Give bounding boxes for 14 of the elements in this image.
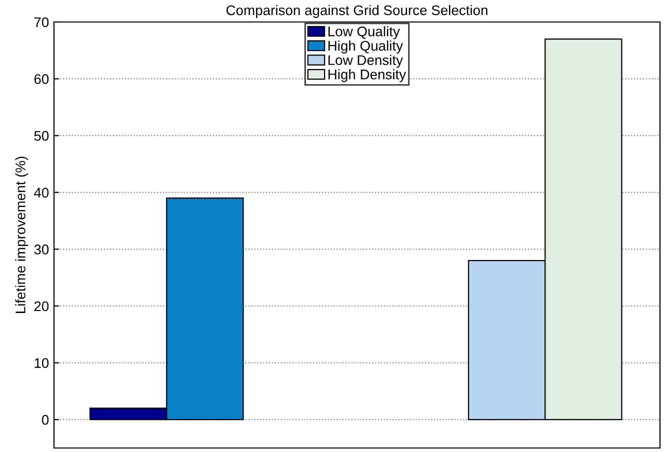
y-tick-label: 70 bbox=[34, 17, 49, 28]
legend-label: High Density bbox=[328, 69, 406, 82]
y-tick-label: 20 bbox=[34, 301, 49, 312]
y-tick-label: 40 bbox=[34, 188, 49, 198]
y-axis-title: Lifetime improvement (%) bbox=[15, 156, 28, 313]
legend-label: High Quality bbox=[328, 40, 403, 54]
y-tick-label: 0 bbox=[42, 414, 49, 425]
legend-label: Low Quality bbox=[328, 26, 400, 40]
y-tick-label: 60 bbox=[34, 74, 49, 84]
chart-title: Comparison against Grid Source Selection bbox=[226, 4, 488, 18]
legend-label: Low Density bbox=[328, 54, 403, 68]
y-tick-label: 10 bbox=[34, 358, 49, 368]
y-tick-label: 30 bbox=[34, 244, 49, 254]
y-tick-label: 50 bbox=[34, 130, 49, 141]
